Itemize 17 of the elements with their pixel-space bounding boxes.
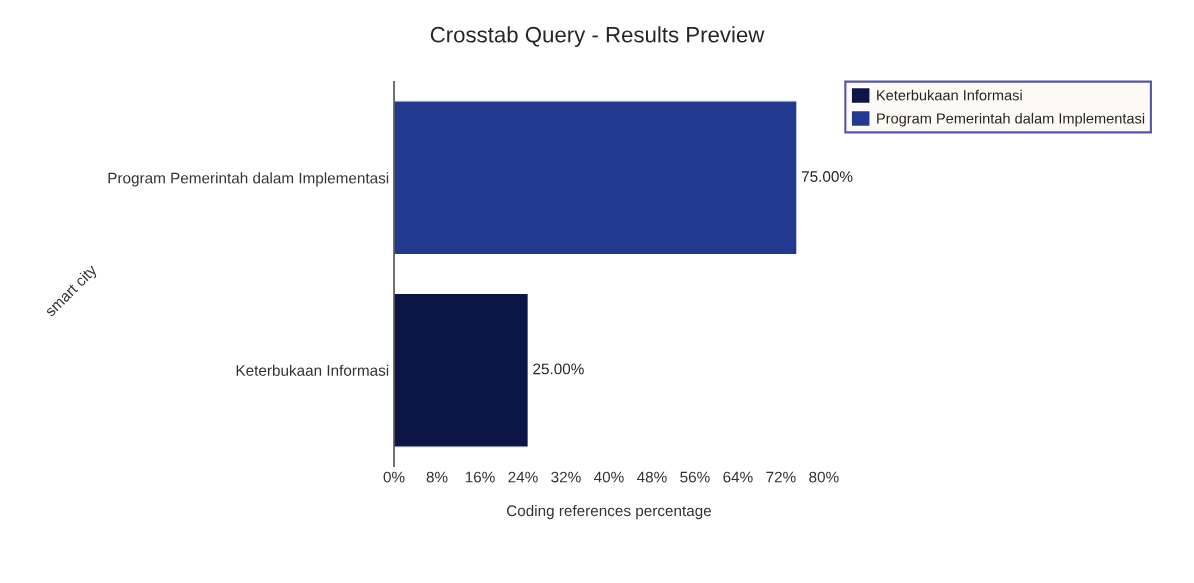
data-label: 75.00% — [801, 171, 853, 182]
data-label: 25.00% — [533, 363, 584, 375]
x-tick-label: 56% — [680, 471, 710, 483]
chart-title: Crosstab Query - Results Preview — [430, 26, 765, 47]
x-tick-label: 80% — [809, 471, 839, 483]
x-tick-label: 0% — [383, 471, 405, 483]
x-tick-label: 24% — [508, 471, 538, 483]
x-tick-label: 16% — [465, 471, 495, 483]
legend-label: Keterbukaan Informasi — [877, 89, 1022, 101]
x-tick-label: 8% — [426, 471, 448, 483]
x-tick-label: 48% — [636, 471, 667, 483]
legend-label: Program Pemerintah dalam Implementasi — [877, 112, 1145, 127]
x-axis-title: Coding references percentage — [506, 504, 712, 520]
x-tick-label: 32% — [551, 471, 581, 483]
x-tick-label: 64% — [723, 471, 753, 483]
x-tick-label: 40% — [594, 471, 624, 483]
x-tick-label: 72% — [766, 471, 796, 483]
